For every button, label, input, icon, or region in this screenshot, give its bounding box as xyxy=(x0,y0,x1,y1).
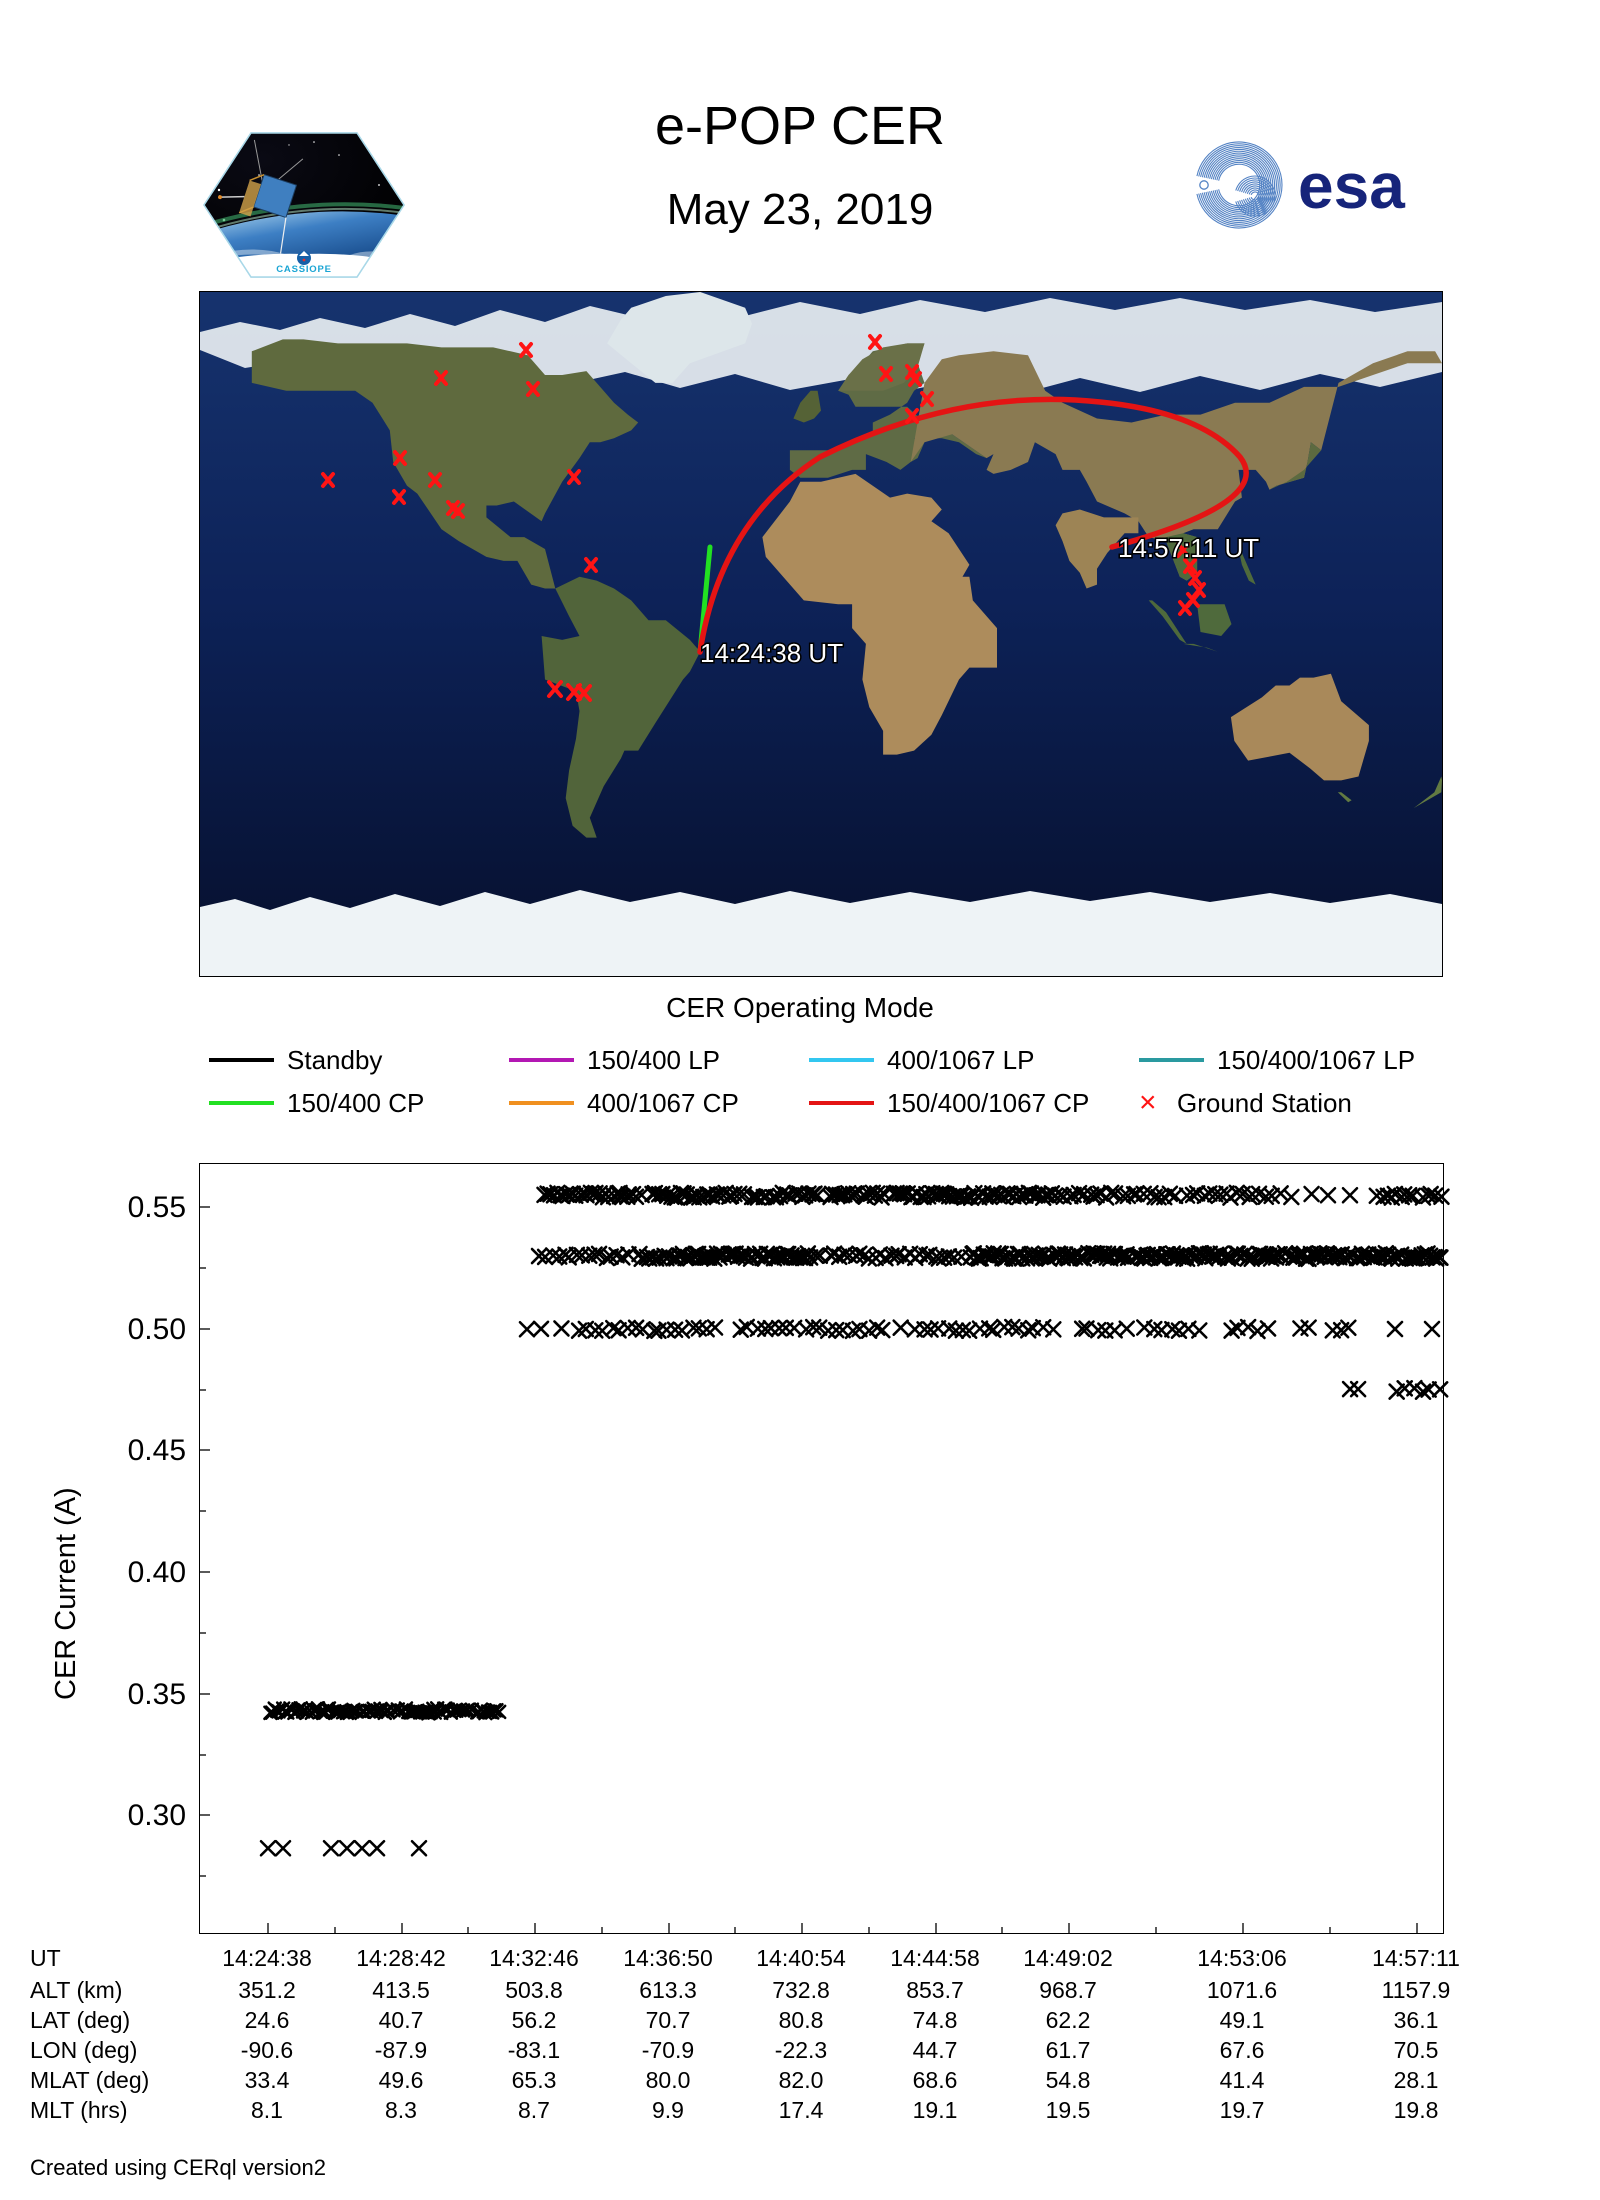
svg-text:0.35: 0.35 xyxy=(128,1678,186,1711)
svg-text:-87.9: -87.9 xyxy=(375,2037,427,2063)
svg-text:0.55: 0.55 xyxy=(128,1191,186,1224)
svg-text:33.4: 33.4 xyxy=(245,2067,290,2093)
svg-text:503.8: 503.8 xyxy=(505,1977,563,2003)
svg-text:19.7: 19.7 xyxy=(1220,2097,1265,2123)
svg-text:19.5: 19.5 xyxy=(1046,2097,1091,2123)
svg-text:0.30: 0.30 xyxy=(128,1799,186,1832)
svg-text:esa: esa xyxy=(1298,150,1405,222)
svg-text:8.3: 8.3 xyxy=(385,2097,417,2123)
svg-text:14:24:38 UT: 14:24:38 UT xyxy=(700,638,843,668)
svg-text:80.0: 80.0 xyxy=(646,2067,691,2093)
svg-text:36.1: 36.1 xyxy=(1394,2007,1439,2033)
svg-text:56.2: 56.2 xyxy=(512,2007,557,2033)
svg-text:80.8: 80.8 xyxy=(779,2007,824,2033)
svg-text:0.50: 0.50 xyxy=(128,1313,186,1346)
svg-text:-83.1: -83.1 xyxy=(508,2037,560,2063)
svg-text:14:57:11: 14:57:11 xyxy=(1372,1948,1460,1971)
svg-text:14:32:46: 14:32:46 xyxy=(489,1948,579,1971)
svg-text:150/400/1067 LP: 150/400/1067 LP xyxy=(1217,1045,1415,1075)
svg-text:MLT (hrs): MLT (hrs) xyxy=(30,2097,128,2123)
svg-text:150/400/1067 CP: 150/400/1067 CP xyxy=(887,1088,1089,1118)
svg-text:41.4: 41.4 xyxy=(1220,2067,1265,2093)
svg-text:413.5: 413.5 xyxy=(372,1977,430,2003)
svg-text:150/400 LP: 150/400 LP xyxy=(587,1045,720,1075)
svg-text:853.7: 853.7 xyxy=(906,1977,964,2003)
svg-text:LON (deg): LON (deg) xyxy=(30,2037,137,2063)
svg-text:1071.6: 1071.6 xyxy=(1207,1977,1277,2003)
svg-text:14:57:11 UT: 14:57:11 UT xyxy=(1118,533,1259,563)
svg-text:UT: UT xyxy=(30,1948,61,1971)
svg-text:CASSIOPE: CASSIOPE xyxy=(276,264,332,275)
svg-text:ALT (km): ALT (km) xyxy=(30,1977,122,2003)
svg-text:14:24:38: 14:24:38 xyxy=(222,1948,312,1971)
svg-text:14:49:02: 14:49:02 xyxy=(1023,1948,1113,1971)
svg-text:82.0: 82.0 xyxy=(779,2067,824,2093)
svg-text:1157.9: 1157.9 xyxy=(1382,1977,1451,2003)
svg-text:28.1: 28.1 xyxy=(1394,2067,1439,2093)
svg-text:61.7: 61.7 xyxy=(1046,2037,1091,2063)
svg-text:613.3: 613.3 xyxy=(639,1977,697,2003)
svg-text:-70.9: -70.9 xyxy=(642,2037,694,2063)
svg-text:40.7: 40.7 xyxy=(379,2007,424,2033)
svg-text:9.9: 9.9 xyxy=(652,2097,684,2123)
svg-text:70.5: 70.5 xyxy=(1394,2037,1439,2063)
svg-text:0.45: 0.45 xyxy=(128,1434,186,1467)
svg-text:351.2: 351.2 xyxy=(238,1977,296,2003)
svg-text:74.8: 74.8 xyxy=(913,2007,958,2033)
svg-text:-90.6: -90.6 xyxy=(241,2037,293,2063)
svg-text:67.6: 67.6 xyxy=(1220,2037,1265,2063)
svg-text:14:44:58: 14:44:58 xyxy=(890,1948,980,1971)
svg-text:14:40:54: 14:40:54 xyxy=(756,1948,846,1971)
svg-text:17.4: 17.4 xyxy=(779,2097,824,2123)
svg-text:8.7: 8.7 xyxy=(518,2097,550,2123)
svg-text:Ground Station: Ground Station xyxy=(1177,1088,1352,1118)
svg-text:400/1067 LP: 400/1067 LP xyxy=(887,1045,1034,1075)
svg-text:400/1067 CP: 400/1067 CP xyxy=(587,1088,739,1118)
svg-text:65.3: 65.3 xyxy=(512,2067,557,2093)
svg-text:MLAT (deg): MLAT (deg) xyxy=(30,2067,149,2093)
svg-text:150/400 CP: 150/400 CP xyxy=(287,1088,424,1118)
svg-text:49.1: 49.1 xyxy=(1220,2007,1265,2033)
svg-text:-22.3: -22.3 xyxy=(775,2037,827,2063)
svg-text:14:28:42: 14:28:42 xyxy=(356,1948,446,1971)
svg-text:8.1: 8.1 xyxy=(251,2097,283,2123)
svg-text:×: × xyxy=(1139,1086,1157,1119)
svg-text:14:53:06: 14:53:06 xyxy=(1197,1948,1287,1971)
svg-text:Standby: Standby xyxy=(287,1045,382,1075)
svg-text:54.8: 54.8 xyxy=(1046,2067,1091,2093)
svg-text:70.7: 70.7 xyxy=(646,2007,691,2033)
svg-text:732.8: 732.8 xyxy=(772,1977,830,2003)
svg-text:49.6: 49.6 xyxy=(379,2067,424,2093)
svg-text:68.6: 68.6 xyxy=(913,2067,958,2093)
svg-text:LAT (deg): LAT (deg) xyxy=(30,2007,130,2033)
svg-text:44.7: 44.7 xyxy=(913,2037,958,2063)
svg-text:0.40: 0.40 xyxy=(128,1556,186,1589)
svg-text:968.7: 968.7 xyxy=(1039,1977,1097,2003)
svg-text:19.8: 19.8 xyxy=(1394,2097,1439,2123)
svg-text:14:36:50: 14:36:50 xyxy=(623,1948,713,1971)
svg-text:24.6: 24.6 xyxy=(245,2007,290,2033)
svg-text:62.2: 62.2 xyxy=(1046,2007,1091,2033)
svg-text:19.1: 19.1 xyxy=(913,2097,958,2123)
